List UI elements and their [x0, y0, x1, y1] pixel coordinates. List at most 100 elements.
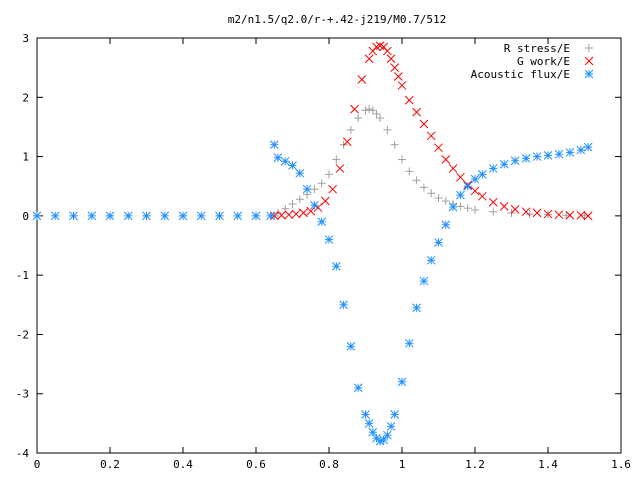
data-point	[142, 211, 151, 221]
data-point	[196, 211, 206, 221]
data-point	[521, 153, 531, 163]
data-point	[565, 210, 575, 220]
data-point	[489, 207, 498, 216]
data-point	[295, 168, 305, 178]
data-point	[525, 210, 534, 219]
x-axis: 0 0.2 0.4 0.6 0.8 1 1.2 1.4 1.6	[34, 38, 631, 471]
chart-title: m2/n1.5/q2.0/r-+.42-j219/M0.7/512	[228, 13, 447, 26]
data-point	[543, 209, 553, 219]
y-tick-label: -4	[16, 447, 30, 460]
data-point	[434, 238, 443, 247]
data-point	[306, 206, 316, 216]
data-point	[576, 210, 586, 220]
data-point	[32, 211, 42, 221]
legend-label: R stress/E	[504, 42, 570, 55]
data-point	[412, 303, 421, 313]
data-point	[302, 184, 312, 194]
data-point	[419, 119, 429, 129]
data-point	[361, 410, 370, 419]
data-point	[390, 410, 400, 419]
data-point	[273, 153, 283, 163]
data-point	[488, 197, 498, 207]
data-point	[295, 195, 304, 204]
data-point	[317, 217, 327, 227]
data-point	[398, 155, 406, 164]
data-point	[364, 54, 374, 64]
data-point	[463, 181, 473, 191]
data-point	[69, 211, 78, 221]
data-point	[477, 170, 487, 179]
data-point	[412, 107, 421, 117]
data-point	[105, 211, 115, 221]
data-point	[372, 109, 381, 118]
data-point	[470, 174, 480, 184]
data-point	[404, 95, 414, 105]
data-point	[576, 145, 586, 155]
data-point	[510, 156, 520, 166]
data-point	[368, 106, 377, 115]
data-point	[160, 211, 170, 221]
data-point	[335, 164, 345, 173]
data-point	[441, 220, 451, 230]
x-tick-label: 0.6	[246, 458, 266, 471]
data-point	[565, 148, 575, 157]
data-point	[412, 176, 421, 185]
y-tick-label: -3	[16, 388, 29, 401]
y-tick-label: -1	[16, 269, 29, 282]
data-point	[397, 81, 407, 90]
y-tick-label: -2	[16, 328, 29, 341]
legend-label: Acoustic flux/E	[471, 68, 570, 81]
data-point	[379, 435, 389, 445]
data-point	[427, 189, 436, 198]
x-tick-label: 0.4	[173, 458, 193, 471]
x-tick-label: 1	[399, 458, 406, 471]
data-point	[419, 183, 428, 192]
data-point	[284, 210, 294, 220]
data-point	[331, 261, 341, 271]
data-point	[554, 149, 564, 159]
data-point	[554, 210, 564, 220]
legend-marker	[584, 56, 594, 66]
data-point	[123, 211, 133, 221]
data-point	[299, 208, 308, 218]
y-tick-label: 0	[22, 210, 29, 223]
data-point	[405, 167, 414, 176]
data-point	[280, 156, 290, 166]
data-point	[233, 211, 243, 221]
data-point	[317, 179, 326, 188]
data-point	[324, 235, 334, 244]
series-2	[269, 41, 593, 221]
legend-marker	[584, 69, 594, 79]
y-axis: -4 -3 -2 -1 0 1 2 3	[16, 32, 621, 460]
data-point	[390, 63, 400, 72]
y-tick-label: 3	[22, 32, 29, 45]
x-tick-label: 0	[34, 458, 41, 471]
data-point	[397, 377, 407, 387]
data-point	[448, 202, 458, 212]
data-point	[521, 207, 531, 217]
data-point	[342, 137, 352, 147]
data-point	[251, 211, 261, 221]
data-point	[320, 196, 330, 206]
data-point	[456, 190, 465, 200]
data-point	[463, 204, 472, 213]
data-point	[583, 211, 593, 221]
x-tick-label: 0.2	[100, 458, 120, 471]
data-point	[350, 104, 359, 114]
data-point	[583, 142, 593, 152]
data-point	[266, 211, 275, 221]
data-point	[346, 341, 356, 351]
data-point	[376, 114, 385, 123]
data-point	[364, 419, 374, 428]
data-point	[277, 210, 286, 220]
data-point	[325, 170, 333, 179]
y-tick-label: 1	[22, 151, 29, 164]
data-point	[510, 204, 520, 214]
data-point	[386, 421, 396, 431]
data-point	[178, 211, 188, 221]
series-3	[32, 140, 593, 446]
data-point	[499, 202, 509, 211]
x-tick-label: 1.6	[611, 458, 631, 471]
data-point	[383, 430, 392, 440]
